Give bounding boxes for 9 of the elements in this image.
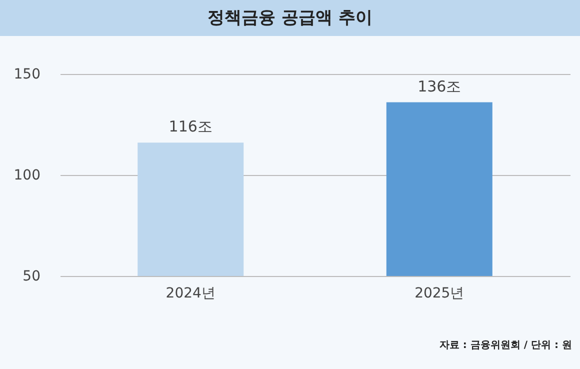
y-tick-label: 150 [14, 66, 40, 82]
y-tick-label: 50 [22, 268, 40, 284]
data-label: 116조 [168, 118, 212, 136]
data-label: 136조 [418, 77, 462, 96]
x-tick-label: 2025년 [414, 286, 464, 302]
y-tick-label: 100 [14, 168, 40, 184]
chart-title: 정책금융 공급액 추이 [0, 0, 580, 36]
x-tick-label: 2024년 [166, 286, 216, 302]
text: 자료 : 금융위원회 / 단위 : 원 [438, 339, 573, 352]
